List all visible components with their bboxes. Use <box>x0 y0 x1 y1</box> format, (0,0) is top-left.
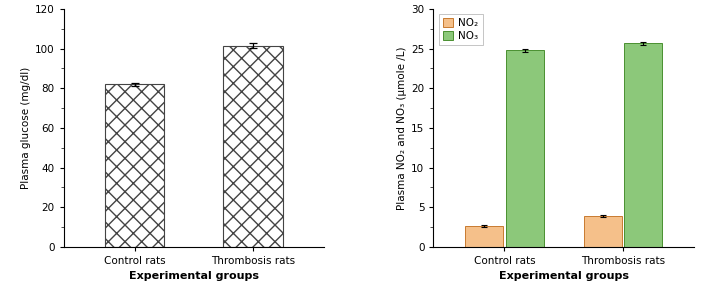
Y-axis label: Plasma glucose (mg/dl): Plasma glucose (mg/dl) <box>21 67 30 189</box>
X-axis label: Experimental groups: Experimental groups <box>498 272 629 281</box>
X-axis label: Experimental groups: Experimental groups <box>129 272 259 281</box>
Bar <box>506 50 544 247</box>
Bar <box>224 46 282 247</box>
Bar <box>105 84 164 247</box>
Legend: NO₂, NO₃: NO₂, NO₃ <box>439 14 483 45</box>
Bar <box>465 226 503 247</box>
Bar <box>624 43 662 247</box>
Bar <box>584 216 622 247</box>
Y-axis label: Plasma NO₂ and NO₃ (μmole /L): Plasma NO₂ and NO₃ (μmole /L) <box>397 46 407 210</box>
